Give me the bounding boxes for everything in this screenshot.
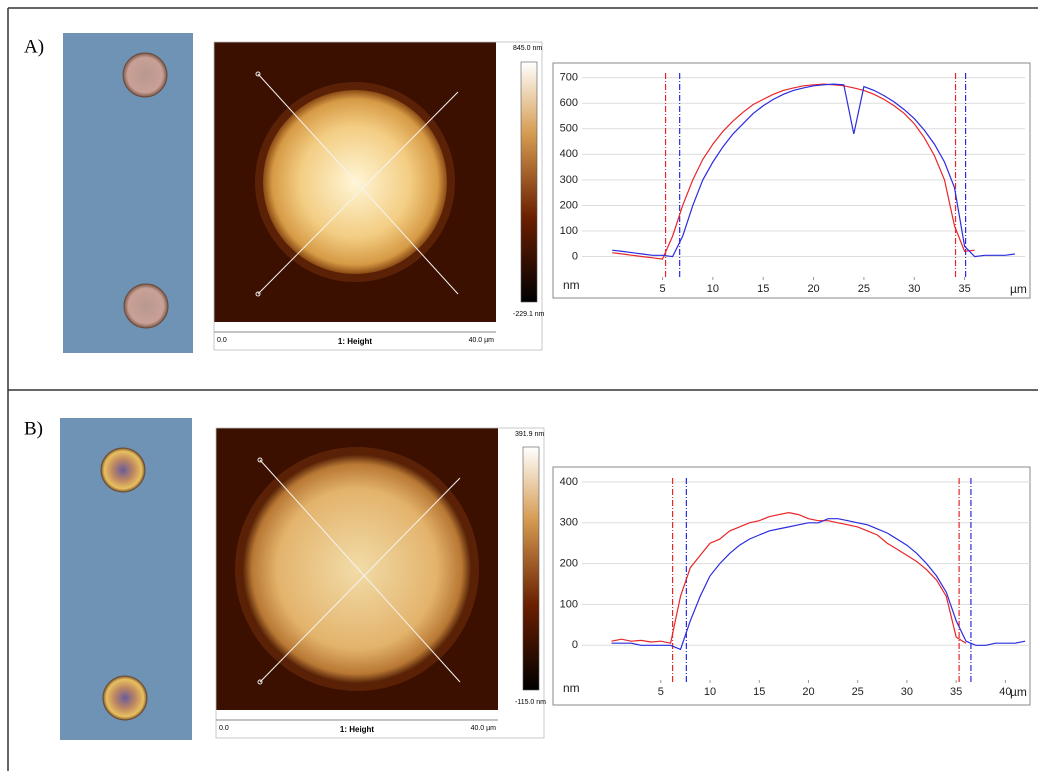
- profile-end: [257, 457, 263, 463]
- cell: [102, 675, 148, 721]
- y-tick-label: 100: [560, 225, 578, 237]
- x-tick-label: 5: [659, 283, 665, 295]
- x-tick-label: 40: [999, 686, 1011, 698]
- x-tick-label: 30: [901, 686, 913, 698]
- x-axis-label: µm: [1010, 685, 1027, 699]
- x-tick-label: 30: [908, 283, 920, 295]
- afm-axis-start: 0.0: [219, 725, 229, 732]
- afm-axis-end: 40.0 µm: [471, 725, 497, 732]
- y-axis-label: nm: [563, 681, 580, 695]
- profile-series: [612, 83, 1015, 258]
- afm-disc: [263, 90, 447, 274]
- y-tick-label: 100: [560, 598, 578, 610]
- x-tick-label: 25: [852, 686, 864, 698]
- y-tick-label: 700: [560, 72, 578, 84]
- y-tick-label: 0: [572, 639, 578, 651]
- cell: [123, 283, 169, 329]
- y-tick-label: 200: [560, 199, 578, 211]
- x-tick-label: 35: [958, 283, 970, 295]
- afm-axis-end: 40.0 µm: [469, 337, 495, 344]
- cell: [122, 52, 168, 98]
- colorbar-min: -115.0 nm: [515, 699, 546, 706]
- profile-series: [611, 518, 1026, 651]
- chart-box: [552, 466, 1031, 706]
- cell: [100, 447, 146, 493]
- x-tick-label: 25: [858, 283, 870, 295]
- profile-end: [255, 291, 261, 297]
- afm-frame: [215, 427, 545, 739]
- y-tick-label: 600: [560, 97, 578, 109]
- x-tick-label: 15: [757, 283, 769, 295]
- y-tick-label: 0: [572, 250, 578, 262]
- profile-end: [255, 71, 261, 77]
- chart-box: [552, 62, 1031, 299]
- profile-line: [257, 91, 459, 295]
- y-tick-label: 400: [560, 476, 578, 488]
- profile-series: [611, 511, 967, 644]
- colorbar-max: 391.9 nm: [515, 431, 544, 438]
- colorbar-min: -229.1 nm: [513, 311, 545, 318]
- x-tick-label: 15: [753, 686, 765, 698]
- colorbar: [522, 446, 540, 691]
- profile-line: [259, 459, 461, 683]
- panel-label: B): [24, 418, 43, 439]
- panel-label: A): [24, 36, 44, 57]
- y-tick-label: 200: [560, 558, 578, 570]
- afm-axis-start: 0.0: [217, 337, 227, 344]
- profile-series: [612, 83, 975, 260]
- profile-line: [259, 477, 461, 683]
- y-axis-label: nm: [563, 278, 580, 292]
- afm-frame: [213, 41, 543, 351]
- colorbar-max: 845.0 nm: [513, 45, 542, 52]
- x-tick-label: 20: [807, 283, 819, 295]
- y-tick-label: 400: [560, 148, 578, 160]
- x-tick-label: 5: [658, 686, 664, 698]
- y-tick-label: 300: [560, 517, 578, 529]
- y-tick-label: 500: [560, 123, 578, 135]
- x-axis-label: µm: [1010, 282, 1027, 296]
- x-tick-label: 20: [802, 686, 814, 698]
- x-tick-label: 35: [950, 686, 962, 698]
- profile-end: [257, 679, 263, 685]
- profile-line: [257, 73, 459, 295]
- afm-axis-title: 1: Height: [338, 337, 373, 346]
- afm-axis-title: 1: Height: [340, 725, 375, 734]
- y-tick-label: 300: [560, 174, 578, 186]
- colorbar: [520, 61, 538, 303]
- x-tick-label: 10: [707, 283, 719, 295]
- x-tick-label: 10: [704, 686, 716, 698]
- afm-disc: [243, 455, 471, 683]
